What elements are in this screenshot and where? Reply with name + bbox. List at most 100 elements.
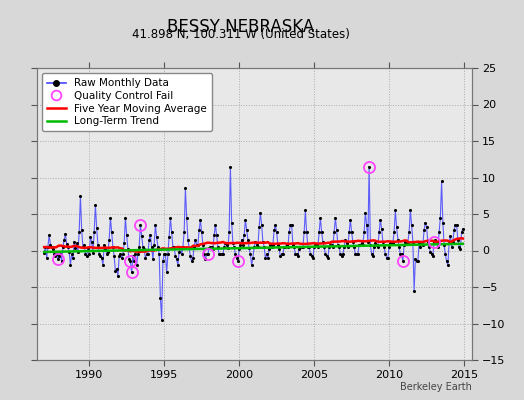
Point	[220, 244, 228, 250]
Point	[234, 258, 242, 265]
Point	[217, 251, 226, 257]
Point	[444, 262, 452, 268]
Point	[45, 232, 53, 238]
Point	[430, 238, 438, 245]
Point	[81, 251, 90, 257]
Point	[392, 224, 401, 230]
Point	[68, 251, 76, 257]
Point	[306, 251, 314, 257]
Point	[364, 238, 372, 245]
Point	[377, 225, 386, 232]
Point	[159, 258, 167, 265]
Point	[253, 242, 261, 248]
Point	[172, 256, 181, 262]
Point	[438, 178, 446, 184]
Point	[395, 244, 403, 250]
Point	[373, 242, 381, 248]
Point	[384, 255, 392, 261]
Point	[324, 255, 332, 261]
Point	[127, 269, 136, 276]
Point	[195, 227, 203, 233]
Point	[440, 242, 449, 248]
Point	[381, 251, 389, 257]
Point	[196, 217, 204, 223]
Point	[76, 192, 84, 199]
Point	[251, 238, 259, 245]
Point	[316, 214, 324, 221]
Point	[54, 256, 62, 262]
Point	[201, 256, 210, 262]
Point	[184, 236, 192, 243]
Point	[260, 244, 268, 250]
Point	[96, 253, 105, 260]
Point	[124, 246, 132, 252]
Point	[270, 227, 278, 233]
Point	[140, 246, 148, 252]
Point	[426, 249, 434, 255]
Point	[369, 253, 377, 260]
Point	[182, 214, 191, 221]
Point	[168, 229, 176, 236]
Point	[150, 242, 158, 248]
Point	[436, 214, 444, 221]
Point	[257, 222, 266, 228]
Point	[298, 244, 306, 250]
Point	[105, 236, 113, 243]
Point	[418, 238, 426, 245]
Point	[135, 244, 144, 250]
Point	[199, 242, 207, 248]
Point	[129, 253, 137, 260]
Point	[397, 251, 406, 257]
Point	[202, 251, 211, 257]
Point	[315, 229, 323, 236]
Point	[456, 246, 465, 252]
Point	[50, 251, 58, 257]
Point	[311, 242, 320, 248]
Point	[95, 251, 103, 257]
Point	[143, 251, 151, 257]
Point	[215, 251, 223, 257]
Point	[219, 251, 227, 257]
Point	[152, 234, 161, 240]
Point	[292, 251, 301, 257]
Point	[391, 207, 400, 214]
Point	[275, 246, 283, 252]
Point	[99, 262, 107, 268]
Point	[94, 242, 102, 248]
Point	[326, 242, 334, 248]
Point	[321, 251, 330, 257]
Point	[110, 253, 118, 260]
Point	[123, 232, 131, 238]
Point	[245, 245, 253, 252]
Point	[116, 251, 125, 257]
Point	[347, 229, 356, 236]
Point	[246, 251, 255, 257]
Point	[302, 229, 311, 236]
Point	[49, 246, 57, 252]
Point	[58, 258, 66, 265]
Point	[353, 251, 361, 257]
Point	[286, 222, 294, 228]
Point	[107, 229, 116, 236]
Point	[162, 269, 171, 276]
Point	[139, 244, 147, 250]
Point	[259, 238, 267, 245]
Point	[136, 222, 145, 228]
Point	[61, 231, 70, 238]
Point	[335, 244, 343, 250]
Point	[141, 255, 149, 261]
Point	[365, 163, 373, 170]
Point	[305, 244, 313, 250]
Point	[78, 227, 86, 233]
Point	[84, 245, 92, 252]
Point	[64, 244, 72, 250]
Point	[370, 244, 378, 250]
Point	[293, 253, 302, 260]
Point	[380, 244, 388, 250]
Point	[60, 236, 68, 243]
Point	[224, 245, 232, 252]
Point	[413, 258, 422, 265]
Point	[431, 236, 440, 243]
Point	[79, 244, 87, 250]
Point	[214, 244, 222, 250]
